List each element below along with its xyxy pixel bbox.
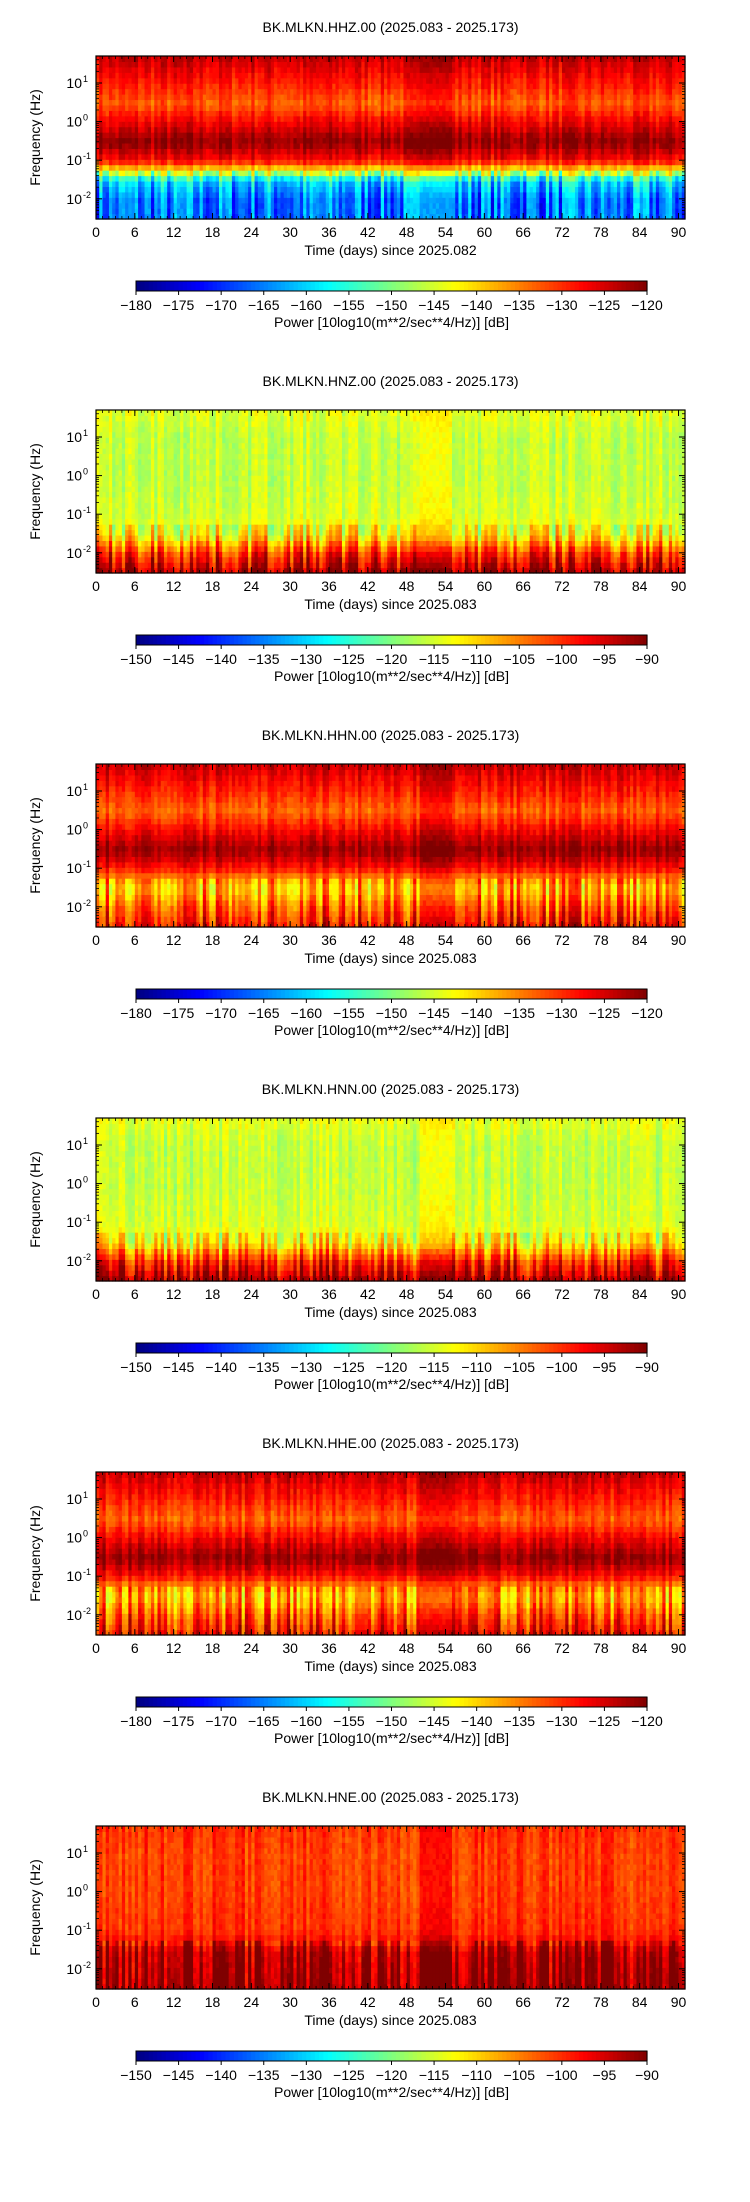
- spectrogram-panel-1: BK.MLKN.HHZ.00 (2025.083 - 2025.173)0 6 12…: [27, 19, 687, 330]
- panel-title: BK.MLKN.HHZ.00 (2025.083 - 2025.173): [262, 19, 518, 35]
- heatmap-cells: [96, 56, 686, 220]
